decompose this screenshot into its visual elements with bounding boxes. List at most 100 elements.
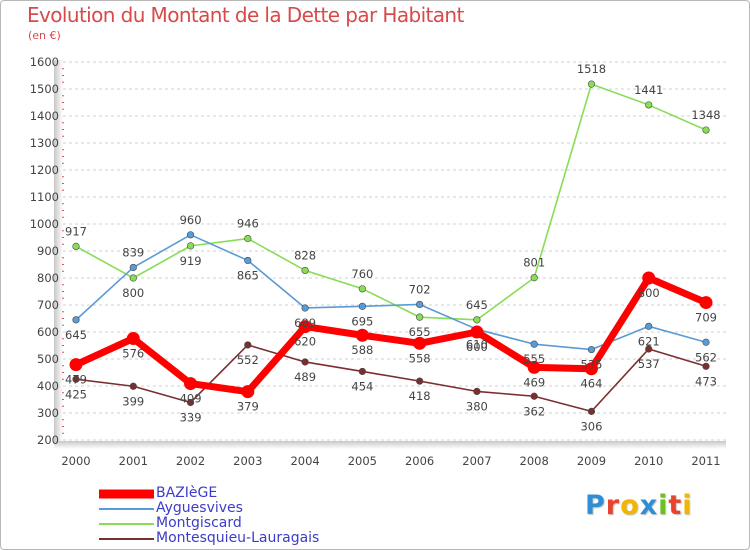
data-point[interactable]	[416, 300, 424, 309]
data-point[interactable]	[702, 126, 710, 134]
data-label: 588	[351, 343, 373, 357]
data-point[interactable]	[358, 285, 366, 293]
series-line-montgiscard	[75, 83, 707, 321]
data-point[interactable]	[69, 358, 83, 372]
legend: BAZIèGE Ayguesvives Montgiscard Montesqu…	[99, 485, 379, 546]
data-point[interactable]	[527, 360, 541, 374]
data-point[interactable]	[241, 385, 255, 399]
data-label: 535	[580, 358, 602, 372]
x-tick-label: 2010	[634, 454, 663, 468]
data-point[interactable]	[301, 358, 309, 366]
data-label: 464	[580, 377, 602, 391]
data-label: 558	[409, 351, 431, 365]
x-tick-label: 2003	[233, 454, 262, 468]
data-label: 839	[122, 245, 144, 259]
data-point[interactable]	[642, 271, 656, 285]
data-point[interactable]	[645, 345, 653, 353]
x-tick-label: 2004	[290, 454, 319, 468]
x-tick-label: 2008	[520, 454, 549, 468]
data-point[interactable]	[587, 345, 596, 354]
series-ayguesvives	[72, 231, 710, 354]
data-point[interactable]	[355, 328, 369, 342]
data-point[interactable]	[244, 256, 252, 265]
legend-label-montesquieu-lauragais: Montesquieu-Lauragais	[156, 530, 320, 546]
data-point[interactable]	[584, 362, 598, 376]
data-point[interactable]	[416, 313, 424, 321]
legend-item-montesquieu-lauragais[interactable]: Montesquieu-Lauragais	[99, 530, 379, 546]
data-label: 409	[180, 392, 202, 406]
legend-item-ayguesvives[interactable]: Ayguesvives	[99, 500, 379, 516]
x-tick-label: 2001	[119, 454, 148, 468]
data-point[interactable]	[184, 377, 198, 391]
x-tick-label: 2011	[691, 454, 720, 468]
x-tick-label: 2002	[176, 454, 205, 468]
series-line-montesquieu-lauragais	[75, 344, 707, 413]
data-point[interactable]	[587, 407, 596, 415]
x-tick-label: 2000	[61, 454, 90, 468]
y-tick-label: 1100	[30, 190, 59, 204]
data-label: 552	[237, 353, 259, 367]
y-tick-label: 300	[37, 406, 59, 420]
data-point[interactable]	[186, 242, 195, 250]
data-point[interactable]	[699, 296, 713, 310]
data-label: 479	[65, 373, 87, 387]
data-label: 960	[180, 213, 202, 227]
data-point[interactable]	[358, 302, 366, 310]
data-point[interactable]	[301, 304, 309, 312]
data-point[interactable]	[645, 322, 653, 330]
series-montesquieu-lauragais	[72, 341, 710, 415]
x-tick-label: 2007	[462, 454, 491, 468]
data-point[interactable]	[473, 387, 481, 396]
y-axis-band	[54, 60, 63, 441]
data-point[interactable]	[72, 375, 80, 383]
data-point[interactable]	[126, 331, 140, 345]
data-point[interactable]	[530, 274, 538, 282]
data-label: 454	[351, 379, 373, 393]
data-point[interactable]	[244, 341, 252, 349]
logo-letter: x	[639, 490, 659, 521]
y-tick-label: 1600	[30, 55, 59, 69]
data-point[interactable]	[244, 234, 252, 243]
data-point[interactable]	[129, 263, 137, 272]
y-tick-label: 1000	[30, 217, 59, 231]
data-point[interactable]	[72, 316, 80, 324]
data-label: 380	[466, 399, 488, 413]
legend-swatch-montgiscard	[99, 522, 154, 525]
data-label: 620	[294, 335, 316, 349]
data-point[interactable]	[186, 398, 195, 407]
data-point[interactable]	[702, 362, 710, 370]
data-label: 865	[237, 268, 259, 282]
data-label: 576	[122, 346, 144, 360]
data-point[interactable]	[416, 377, 424, 385]
data-point[interactable]	[186, 231, 195, 239]
data-point[interactable]	[587, 80, 596, 88]
data-point[interactable]	[301, 266, 309, 275]
data-point[interactable]	[298, 320, 312, 334]
y-tick-label: 1400	[30, 109, 59, 123]
data-point[interactable]	[473, 316, 481, 324]
logo-letter: t	[668, 490, 683, 521]
data-point[interactable]	[129, 382, 137, 390]
data-point[interactable]	[358, 367, 366, 376]
data-label: 695	[351, 314, 373, 328]
data-label: 709	[695, 311, 717, 325]
legend-item-baziege[interactable]: BAZIèGE	[99, 485, 379, 501]
data-label: 339	[180, 410, 202, 424]
data-label: 828	[294, 248, 316, 262]
data-point[interactable]	[470, 325, 484, 339]
data-point[interactable]	[129, 274, 137, 282]
x-tick-label: 2009	[577, 454, 606, 468]
data-point[interactable]	[702, 338, 710, 346]
legend-item-montgiscard[interactable]: Montgiscard	[99, 515, 379, 531]
data-point[interactable]	[530, 392, 538, 400]
data-point[interactable]	[530, 340, 538, 348]
x-tick-label: 2005	[348, 454, 377, 468]
data-point[interactable]	[413, 336, 427, 350]
data-label: 555	[523, 352, 545, 366]
data-point[interactable]	[72, 242, 80, 251]
data-label: 600	[466, 340, 488, 354]
logo-letter: i	[658, 490, 669, 521]
data-point[interactable]	[645, 101, 653, 109]
